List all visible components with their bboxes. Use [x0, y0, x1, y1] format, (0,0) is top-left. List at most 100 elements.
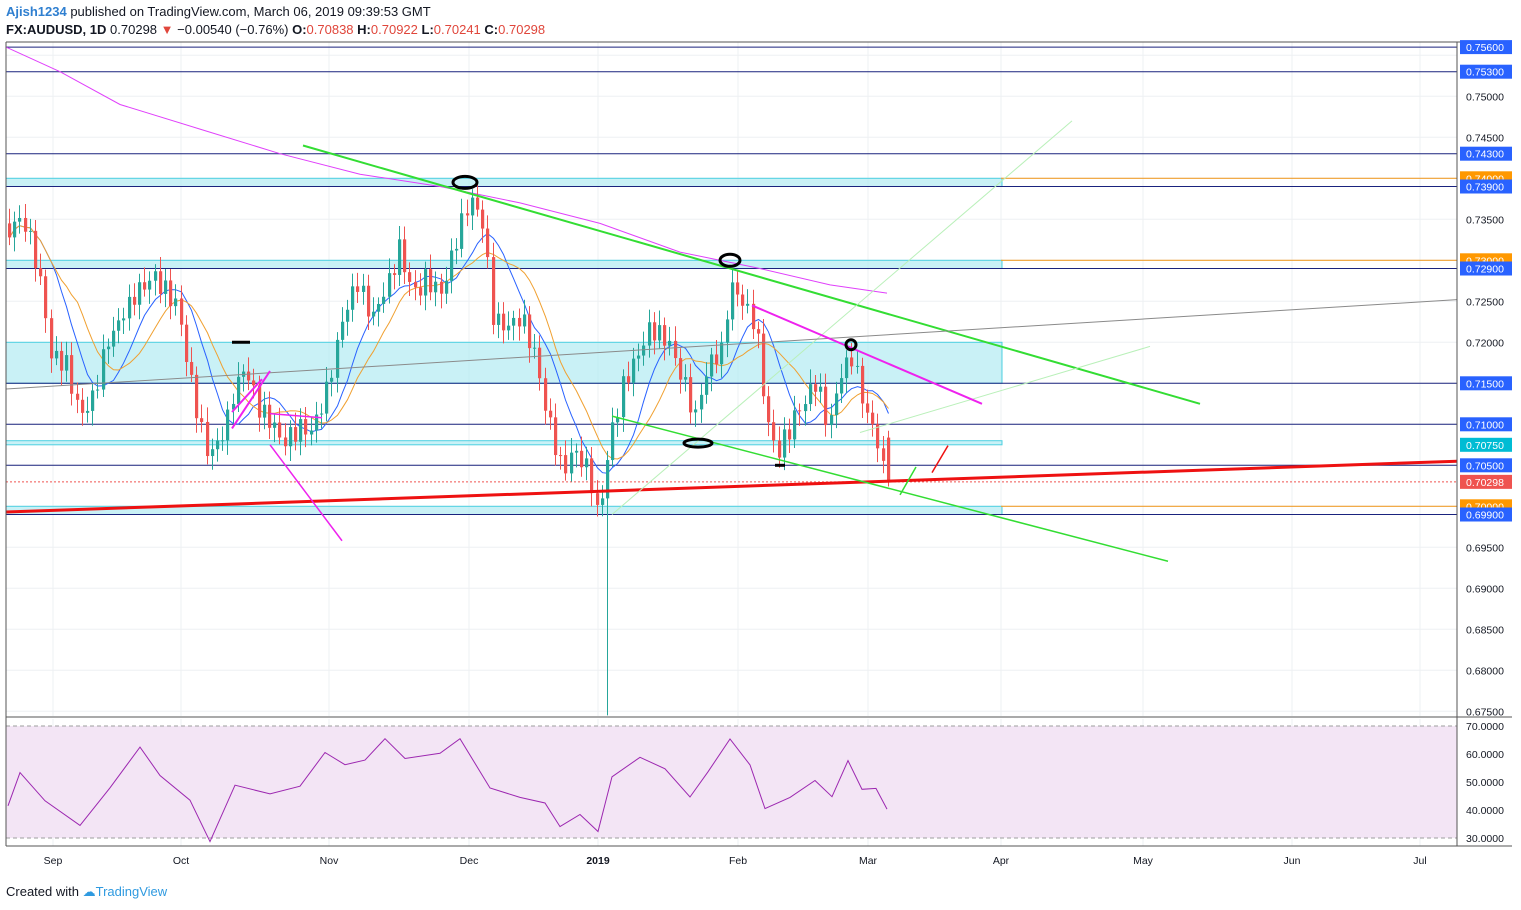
candle-down [44, 276, 48, 319]
candle-up [18, 217, 22, 222]
support-resistance-zone [5, 440, 1003, 446]
candle-up [804, 404, 808, 412]
candle-up [29, 230, 33, 232]
candle-up [91, 390, 95, 411]
candle-up [310, 430, 314, 435]
candle-down [679, 358, 683, 380]
price-tick-label: 0.73500 [1466, 214, 1504, 226]
candle-up [684, 377, 688, 380]
candle-up [611, 422, 615, 461]
candle-up [658, 325, 662, 341]
candle-down [882, 448, 886, 461]
time-tick-label: Jun [1284, 855, 1301, 867]
candle-up [726, 319, 730, 343]
author-link[interactable]: Ajish1234 [6, 4, 67, 19]
hand-drawn-circle [451, 174, 479, 190]
price-tag-label: 0.69900 [1466, 510, 1504, 522]
candle-down [554, 417, 558, 456]
candle-down [486, 228, 490, 258]
trendline-red-support [5, 459, 1458, 514]
price-tick-label: 0.69000 [1466, 583, 1504, 595]
magenta-flag-1 [231, 370, 271, 429]
candle-up [102, 349, 106, 390]
candle-down [70, 355, 74, 394]
price-tag [1460, 458, 1512, 473]
red-arrow [931, 445, 949, 474]
close-value: 0.70298 [498, 22, 546, 37]
time-tick-label: 2019 [586, 855, 610, 867]
candle-up [96, 389, 100, 391]
candle-down [466, 213, 470, 216]
price-axis[interactable]: 0.75300 0.75000 0.74500 0.74300 0.73900 0.735… [1460, 40, 1512, 718]
price-tag [1460, 261, 1512, 276]
candle-up [122, 318, 126, 321]
price-tag [1460, 179, 1512, 194]
magenta-flag-2 [231, 378, 263, 413]
candle-up [377, 303, 381, 312]
price-zones [5, 177, 1003, 515]
symbol-name[interactable]: FX:AUDUSD, 1D [6, 22, 107, 37]
candle-up [793, 410, 797, 440]
candle-down [580, 450, 584, 468]
candle-down [429, 269, 433, 293]
drawings [5, 120, 1458, 562]
candle-up [497, 313, 501, 325]
candle-down [502, 313, 506, 331]
magenta-flat [269, 412, 323, 419]
candle-down [403, 239, 407, 273]
green-arrow [899, 466, 917, 496]
high-value: 0.70922 [370, 22, 418, 37]
candle-up [668, 340, 672, 346]
tradingview-brand[interactable]: TradingView [95, 884, 168, 899]
time-tick-label: Sep [44, 855, 63, 867]
candle-up [601, 498, 605, 505]
candle-up [330, 377, 334, 382]
price-tag [1460, 474, 1512, 489]
open-value: 0.70838 [306, 22, 354, 37]
support-resistance-zone [5, 177, 1003, 188]
candle-up [746, 303, 750, 306]
publish-info: published on TradingView.com, March 06, … [66, 4, 431, 19]
price-tag-label: 0.75300 [1466, 67, 1504, 79]
price-tag [1460, 40, 1512, 55]
candle-up [320, 413, 324, 415]
candle-up [315, 414, 319, 431]
candle-down [689, 377, 693, 413]
candle-up [648, 322, 652, 346]
high-label: H: [357, 22, 371, 37]
time-tick-label: Apr [993, 855, 1010, 867]
candle-down [564, 455, 568, 474]
rsi-axis[interactable]: 70.0000 60.0000 50.0000 40.0000 30.0000 [1466, 721, 1504, 845]
candles [8, 182, 891, 716]
candle-up [819, 386, 823, 392]
candle-down [871, 412, 875, 425]
candle-up [174, 298, 178, 307]
candle-up [237, 376, 241, 404]
candle-up [336, 339, 340, 378]
price-tag-label: 0.73900 [1466, 182, 1504, 194]
candle-up [507, 325, 511, 331]
time-axis[interactable]: Sep Oct Nov Dec 2019 Feb Mar Apr May Jun Jul [44, 855, 1427, 867]
candle-down [419, 287, 423, 296]
candle-up [424, 269, 428, 296]
candle-up [523, 314, 527, 327]
candle-down [247, 371, 251, 381]
price-tag-label: 0.70298 [1466, 477, 1504, 489]
candle-down [393, 273, 397, 275]
candle-up [460, 213, 464, 249]
moving-averages [5, 46, 889, 474]
candle-down [143, 282, 147, 290]
price-tag-label: 0.72900 [1466, 264, 1504, 276]
candle-up [138, 282, 142, 305]
candle-up [55, 350, 59, 359]
publish-line: Ajish1234 published on TradingView.com, … [6, 4, 431, 19]
candle-down [861, 365, 865, 404]
candle-up [289, 427, 293, 447]
candle-down [8, 223, 12, 238]
price-tick-label: 0.72000 [1466, 337, 1504, 349]
candle-up [128, 296, 132, 319]
time-tick-label: Feb [729, 855, 747, 867]
rsi-line [7, 737, 888, 843]
candle-up [809, 384, 813, 405]
